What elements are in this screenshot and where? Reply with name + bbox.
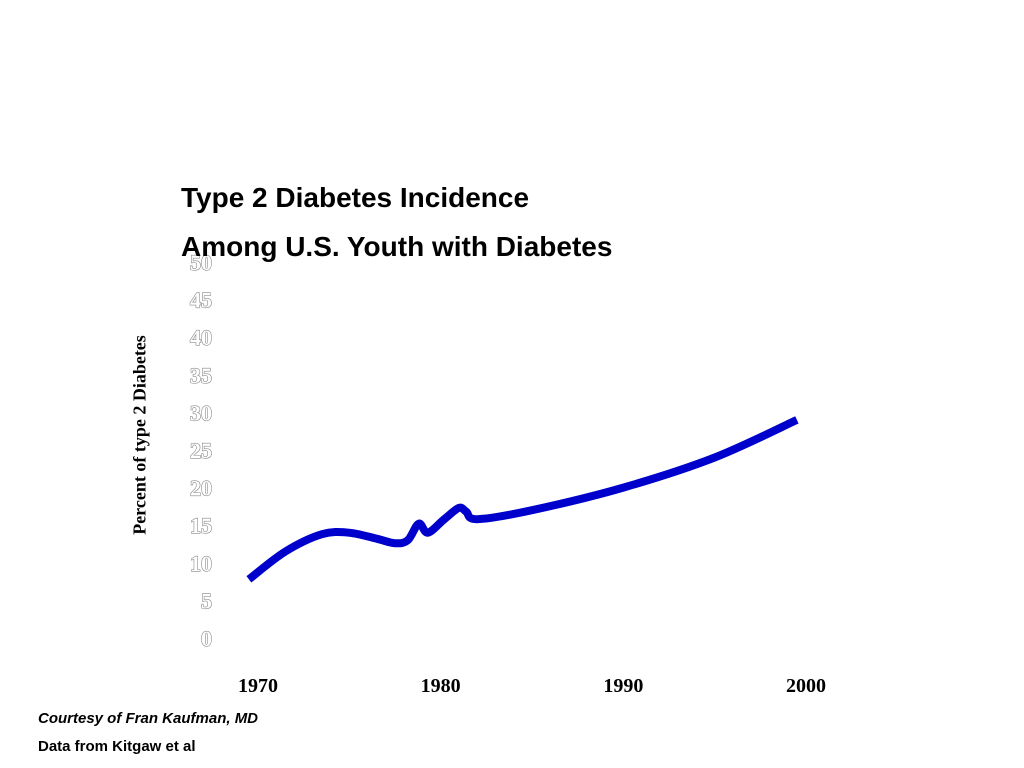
chart-subtitle: Among U.S. Youth with Diabetes [181,231,613,262]
y-tick-label: 30 [190,400,212,425]
credit-courtesy: Courtesy of Fran Kaufman, MD [38,710,259,727]
y-tick-label: 10 [190,551,212,576]
x-tick-label: 1990 [603,675,643,697]
x-tick-label: 1970 [238,675,278,697]
series-line [246,416,799,583]
y-tick-label: 0 [201,626,212,651]
y-tick-label: 25 [190,438,212,463]
y-tick-label: 20 [190,476,212,501]
y-tick-label: 40 [190,325,212,350]
chart-title: Type 2 Diabetes Incidence [181,182,530,213]
y-axis-label: Percent of type 2 Diabetes [129,335,150,535]
credit-data-source: Data from Kitgaw et al [38,738,196,755]
y-tick-label: 45 [190,288,212,313]
x-tick-label: 1980 [421,675,461,697]
y-tick-label: 35 [190,363,212,388]
y-tick-label: 15 [190,513,212,538]
x-tick-label: 2000 [786,675,826,697]
y-tick-label: 5 [201,588,212,613]
y-tick-label: 50 [190,250,212,275]
